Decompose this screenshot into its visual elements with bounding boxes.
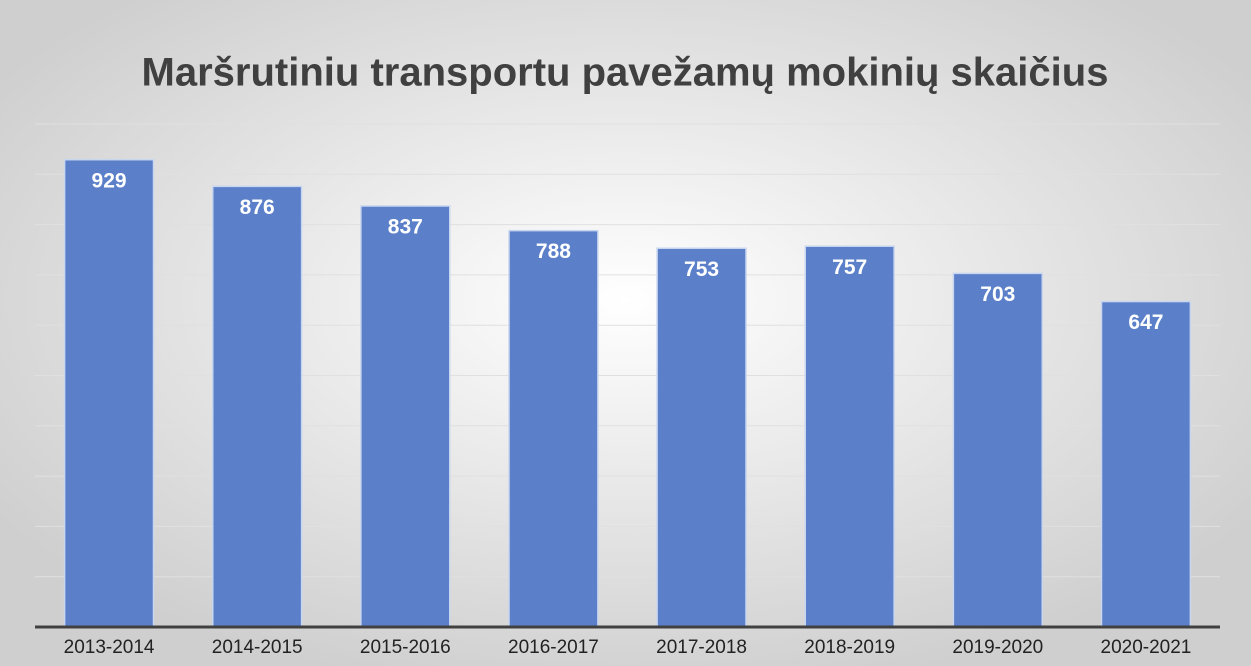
x-tick-label: 2016-2017	[508, 637, 599, 658]
bar	[63, 158, 155, 628]
bar	[952, 272, 1043, 628]
data-label: 703	[980, 283, 1015, 306]
bar	[508, 229, 599, 628]
bar	[1100, 300, 1192, 628]
data-label: 929	[92, 169, 127, 192]
data-label: 837	[388, 216, 423, 239]
chart-title: Maršrutiniu transportu pavežamų mokinių …	[142, 51, 1109, 95]
data-label: 757	[832, 256, 867, 279]
data-label: 876	[240, 196, 275, 219]
x-tick-label: 2014-2015	[212, 637, 303, 658]
data-label: 788	[536, 240, 571, 263]
bar	[212, 185, 303, 628]
x-tick-label: 2020-2021	[1101, 637, 1192, 658]
x-tick-label: 2019-2020	[952, 637, 1043, 658]
x-tick-label: 2013-2014	[64, 637, 155, 658]
bar	[360, 205, 451, 628]
x-tick-label: 2015-2016	[360, 637, 451, 658]
data-label: 753	[684, 258, 719, 281]
bar	[656, 247, 747, 628]
x-tick-label: 2017-2018	[656, 637, 747, 658]
data-label: 647	[1128, 311, 1163, 334]
x-tick-label: 2018-2019	[804, 637, 895, 658]
bar	[804, 245, 895, 628]
